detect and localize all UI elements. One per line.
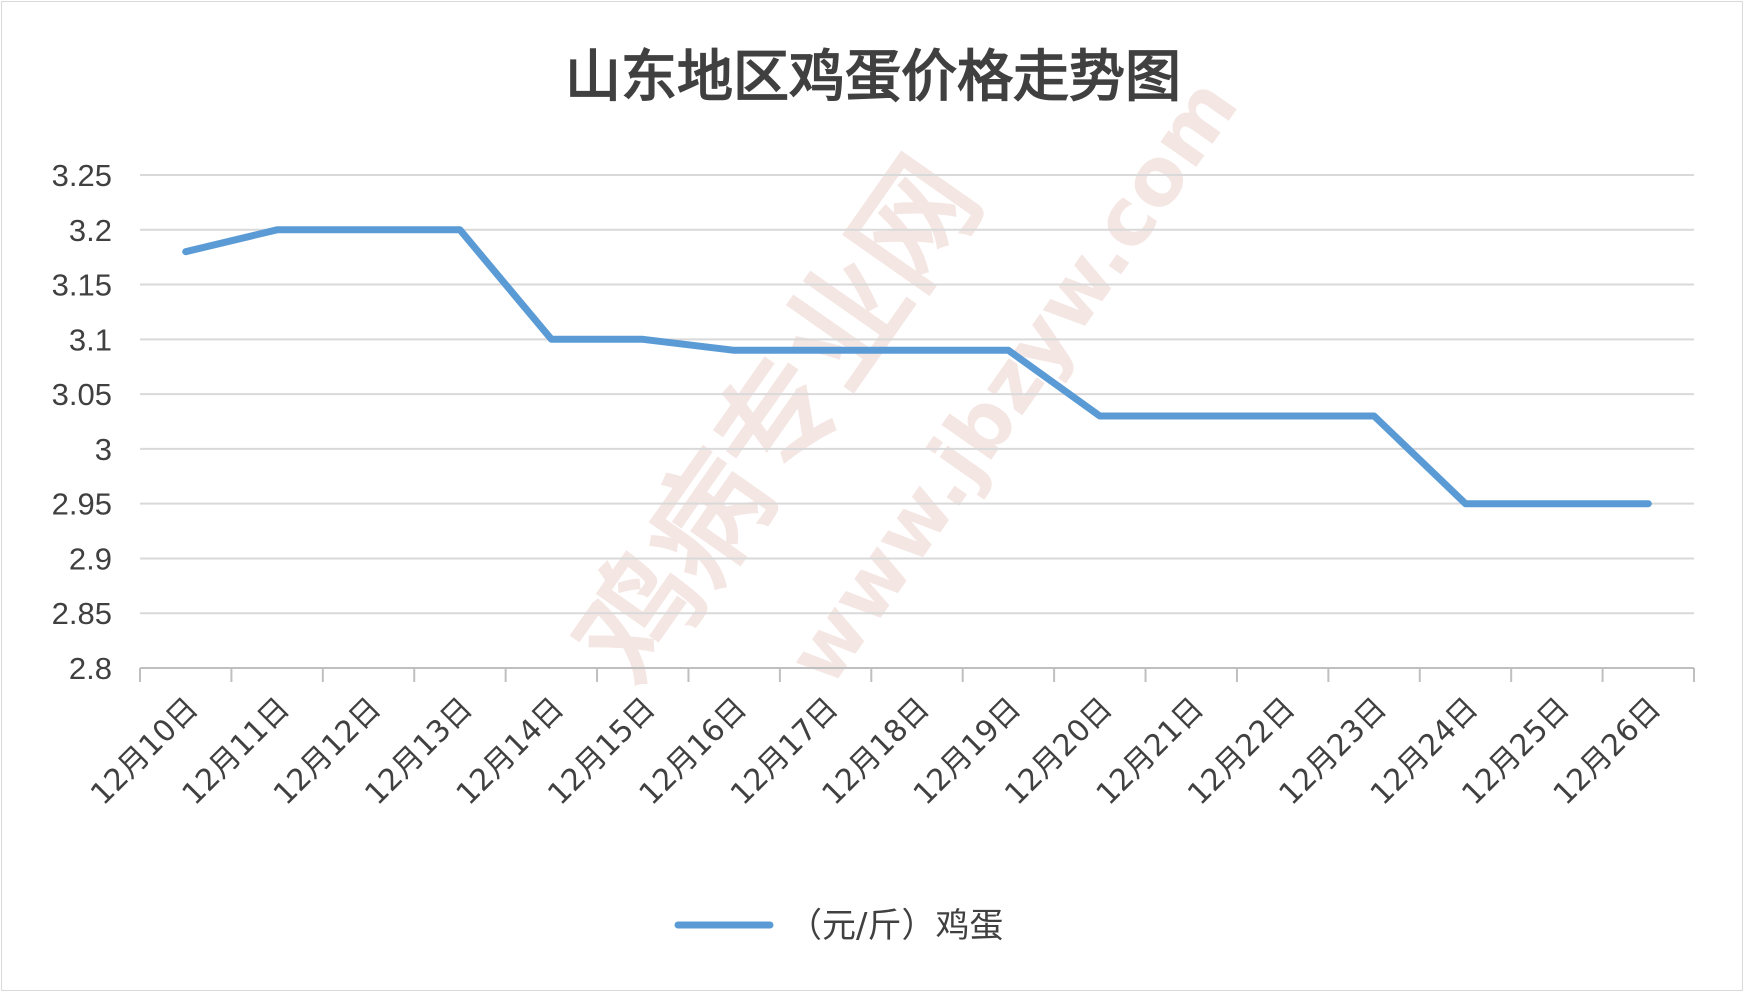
- x-axis: 12月10日12月11日12月12日12月13日12月14日12月15日12月1…: [84, 667, 1695, 812]
- y-tick-label: 3.15: [52, 268, 112, 303]
- y-axis: 3.25 3.2 3.15 3.1 3.05 3 2.95 2.9 2.85 2.8: [52, 158, 112, 686]
- y-tick-label: 2.9: [69, 541, 112, 576]
- y-tick-label: 3.25: [52, 158, 112, 193]
- y-tick-label: 3.2: [69, 213, 112, 248]
- y-tick-label: 2.85: [52, 596, 112, 631]
- watermark: 鸡病专业网 www.jbzyw.com: [550, 62, 1256, 707]
- y-tick-label: 2.8: [69, 651, 112, 686]
- y-tick-label: 3.05: [52, 377, 112, 412]
- series-group: [182, 226, 1652, 508]
- y-tick-label: 3.1: [69, 322, 112, 357]
- y-tick-label: 2.95: [52, 487, 112, 522]
- chart-title: 山东地区鸡蛋价格走势图: [565, 44, 1181, 110]
- legend-label: （元/斤）鸡蛋: [788, 906, 1003, 946]
- legend: （元/斤）鸡蛋: [674, 906, 1003, 946]
- y-tick-label: 3: [95, 432, 112, 467]
- series-line: [182, 226, 1652, 508]
